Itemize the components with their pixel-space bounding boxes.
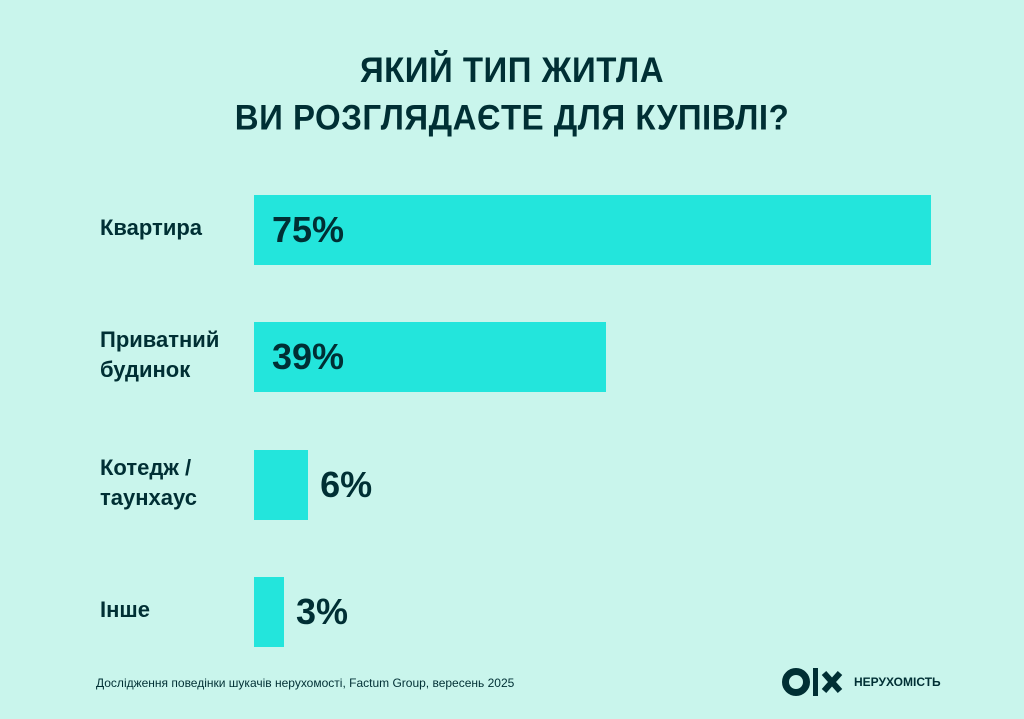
chart-title-line-2: ВИ РОЗГЛЯДАЄТЕ ДЛЯ КУПІВЛІ? <box>234 97 790 138</box>
olx-logo: НЕРУХОМІСТЬ <box>782 666 941 698</box>
category-label: Котедж / таунхаус <box>100 455 197 510</box>
data-label: 39% <box>272 336 345 377</box>
data-label: 75% <box>272 209 345 250</box>
bar <box>254 577 284 647</box>
category-label: Інше <box>100 597 150 622</box>
category-label: Приватний будинок <box>100 327 220 382</box>
olx-logo-icon <box>782 668 843 696</box>
logo-text: НЕРУХОМІСТЬ <box>854 675 941 689</box>
bar <box>254 322 607 392</box>
source-note: Дослідження поведінки шукачів нерухомост… <box>96 676 515 690</box>
chart-title-line-1: ЯКИЙ ТИП ЖИТЛА <box>359 49 665 90</box>
data-label: 6% <box>320 464 373 505</box>
category-label: Квартира <box>100 215 203 240</box>
bar <box>254 195 931 265</box>
data-label: 3% <box>296 591 349 632</box>
chart-title: ЯКИЙ ТИП ЖИТЛА ВИ РОЗГЛЯДАЄТЕ ДЛЯ КУПІВЛ… <box>0 46 1024 141</box>
bar <box>254 450 309 520</box>
